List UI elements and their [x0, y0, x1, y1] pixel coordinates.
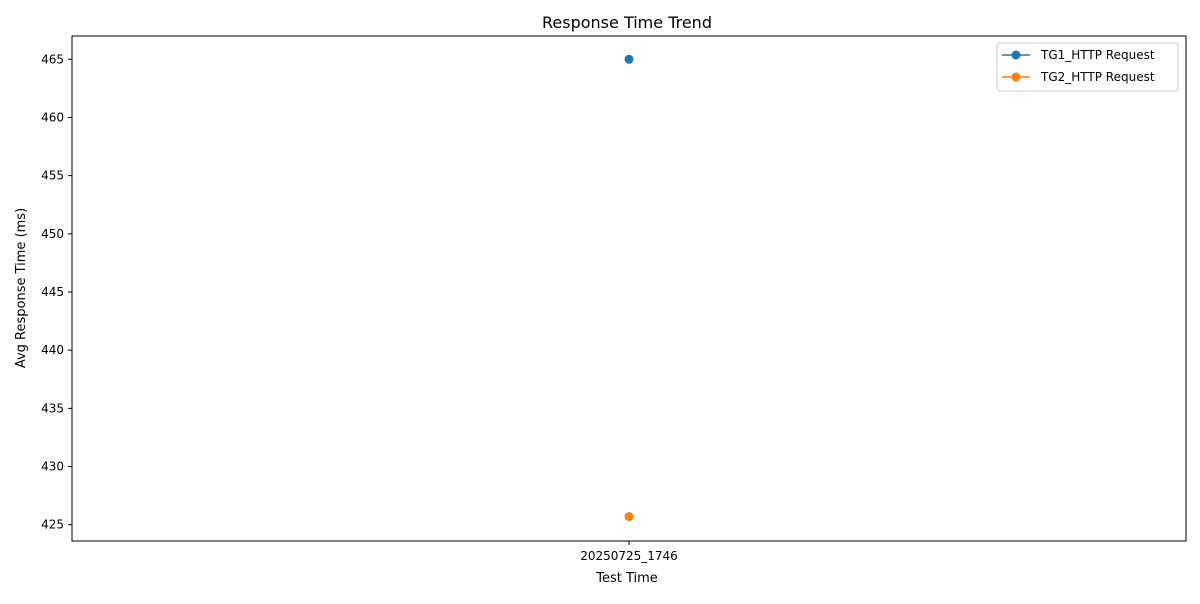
y-tick-label: 445 — [41, 285, 64, 299]
x-tick-label: 20250725_1746 — [580, 549, 678, 563]
y-tick-label: 425 — [41, 518, 64, 532]
series-layer — [624, 54, 634, 522]
x-axis: 20250725_1746 — [580, 541, 678, 563]
y-tick-label: 455 — [41, 169, 64, 183]
plot-area — [71, 35, 1187, 542]
x-axis-label: Test Time — [595, 571, 658, 586]
series-1 — [624, 54, 634, 64]
y-tick-label: 460 — [41, 110, 64, 124]
y-tick-label: 435 — [41, 401, 64, 415]
y-axis-label: Avg Response Time (ms) — [14, 208, 29, 368]
data-point — [624, 54, 634, 64]
legend-box — [996, 42, 1179, 92]
y-axis: 425 430 435 440 445 450 455 460 465 — [41, 52, 72, 532]
y-tick-label: 440 — [41, 343, 64, 357]
legend-item: TG1_HTTP Request — [1002, 48, 1155, 62]
legend-marker — [1011, 72, 1021, 82]
plot-frame — [71, 35, 1187, 542]
y-tick-label: 465 — [41, 52, 64, 66]
legend-item: TG2_HTTP Request — [1002, 70, 1155, 84]
y-tick-label: 430 — [41, 460, 64, 474]
legend: TG1_HTTP Request TG2_HTTP Request — [996, 42, 1179, 92]
series-2 — [624, 512, 634, 522]
y-tick-label: 450 — [41, 227, 64, 241]
legend-label: TG1_HTTP Request — [1040, 48, 1155, 62]
data-point — [624, 512, 634, 522]
legend-marker — [1011, 50, 1021, 60]
chart-title: Response Time Trend — [542, 13, 712, 32]
legend-label: TG2_HTTP Request — [1040, 70, 1155, 84]
